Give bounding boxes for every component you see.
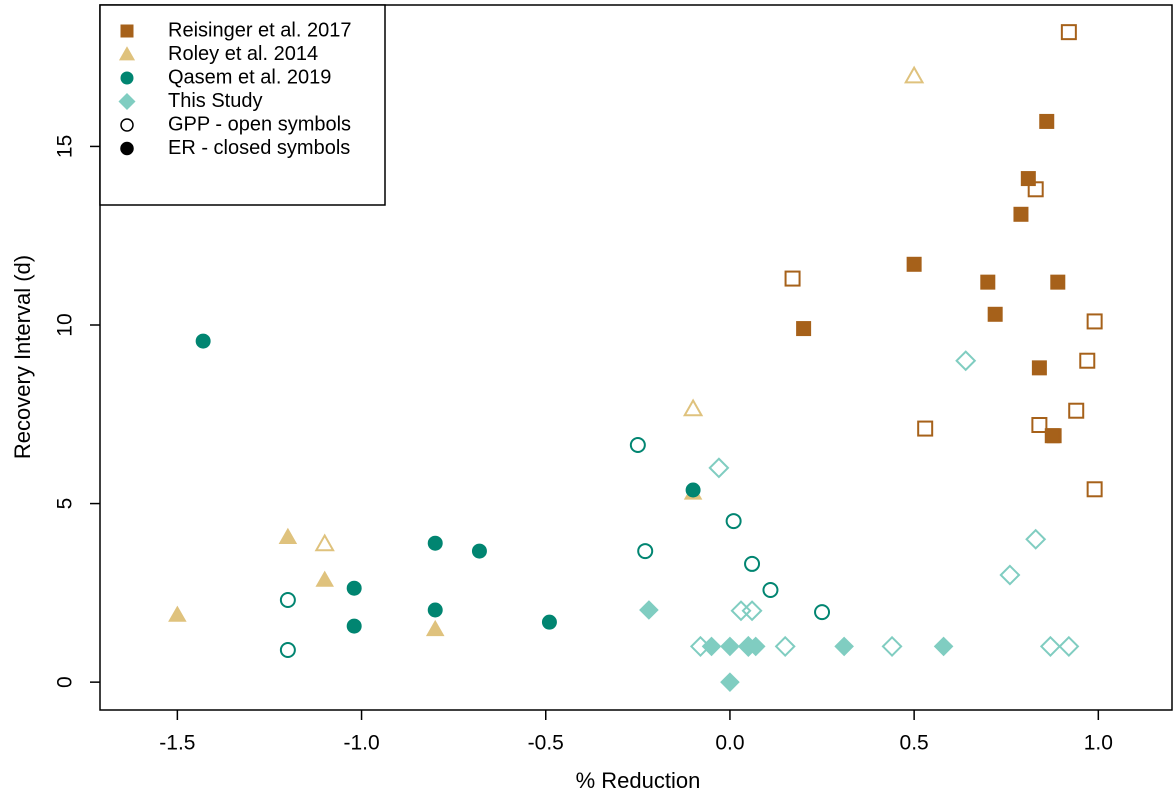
legend-marker [120, 118, 134, 132]
x-tick-label: 1.0 [1084, 732, 1113, 755]
data-point [933, 636, 954, 657]
data-point [980, 274, 996, 290]
data-point [637, 543, 654, 560]
data-point [720, 636, 740, 657]
data-point [814, 604, 831, 621]
y-tick-label: 15 [54, 135, 77, 158]
x-tick-label: -1.0 [343, 732, 379, 755]
x-tick-label: -1.5 [159, 732, 195, 755]
data-point [279, 642, 296, 658]
data-point [1031, 417, 1048, 433]
data-point [708, 457, 730, 479]
x-axis-label: % Reduction [576, 768, 701, 793]
data-point [1013, 206, 1029, 222]
legend-label: GPP - open symbols [168, 113, 351, 135]
data-point [834, 636, 854, 657]
data-point [1020, 171, 1036, 187]
y-tick-label: 0 [54, 676, 77, 688]
data-point [314, 533, 335, 552]
data-point [1044, 428, 1060, 444]
data-point [917, 420, 934, 437]
data-point [1060, 24, 1077, 41]
data-point [745, 636, 766, 657]
data-point [315, 570, 334, 587]
data-point [278, 527, 298, 544]
data-point [762, 582, 779, 598]
data-point [1050, 274, 1066, 290]
data-point [796, 321, 812, 337]
data-point [1086, 481, 1103, 498]
data-point [725, 513, 742, 530]
data-point [955, 350, 977, 372]
x-tick-label: 0.0 [715, 732, 744, 755]
data-point [168, 605, 187, 622]
y-tick-label: 5 [54, 498, 77, 510]
data-point [744, 555, 761, 572]
legend-marker [120, 141, 134, 156]
data-point [346, 618, 362, 634]
data-point [720, 672, 740, 692]
data-point [1086, 313, 1103, 330]
data-point [427, 535, 443, 551]
legend-marker [120, 71, 134, 85]
data-point [987, 306, 1003, 322]
data-point [639, 600, 659, 620]
data-point [1039, 635, 1061, 657]
data-point [195, 333, 211, 349]
data-point [427, 602, 443, 618]
data-point [741, 600, 763, 622]
data-point [685, 482, 701, 498]
legend-label: Qasem et al. 2019 [168, 66, 331, 88]
data-point [425, 619, 445, 637]
data-point [279, 592, 296, 608]
legend-marker [120, 24, 134, 38]
data-point [1039, 113, 1055, 129]
data-point [682, 398, 704, 417]
data-point [471, 543, 487, 559]
data-point [904, 65, 925, 84]
x-tick-label: -0.5 [528, 732, 564, 755]
data-point [1025, 528, 1047, 550]
data-point [730, 600, 752, 622]
y-axis-label: Recovery Interval (d) [10, 255, 35, 459]
legend-box [99, 4, 386, 206]
y-tick-label: 10 [54, 313, 77, 336]
legend-label: This Study [168, 90, 262, 112]
data-point [1079, 352, 1096, 369]
x-tick-label: 0.5 [900, 732, 929, 755]
data-point [784, 270, 801, 287]
legend-label: ER - closed symbols [168, 137, 350, 159]
legend-label: Roley et al. 2014 [168, 43, 318, 65]
data-point [1068, 402, 1085, 419]
data-point [701, 636, 722, 657]
data-point [629, 437, 646, 453]
data-point [999, 564, 1021, 586]
data-point [906, 256, 922, 272]
legend-marker [118, 46, 136, 61]
legend-label: Reisinger et al. 2017 [168, 19, 351, 41]
plot-frame [99, 4, 1173, 711]
data-point [346, 580, 362, 596]
data-point [1058, 635, 1080, 657]
legend-marker [118, 92, 136, 111]
data-point [541, 614, 557, 630]
data-point [881, 635, 903, 657]
data-point [1031, 360, 1047, 376]
data-point [774, 635, 796, 657]
